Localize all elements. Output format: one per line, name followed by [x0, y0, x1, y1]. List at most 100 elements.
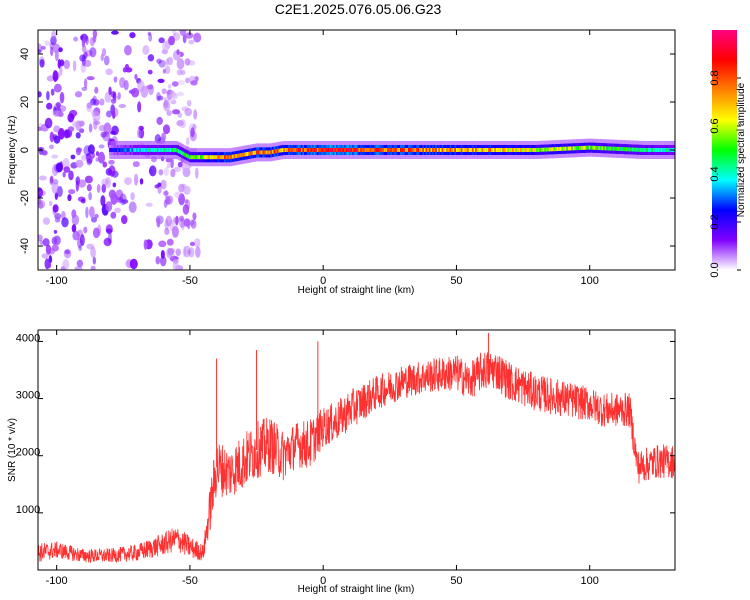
spectrogram-ridge-cell — [431, 148, 435, 152]
spectrogram-noise-cell — [90, 246, 96, 258]
spectrogram-ridge-cell — [398, 148, 402, 152]
spectrogram-ridge-cell — [220, 155, 224, 160]
spectrogram-ridge-cell — [251, 151, 255, 156]
spectrogram-ridge-cell — [377, 148, 381, 152]
spectrogram-noise-cell — [90, 265, 96, 270]
spectrogram-ridge-cell — [614, 146, 618, 151]
spectrogram-noise-cell — [132, 161, 140, 168]
spectrogram-ridge-cell — [126, 148, 130, 152]
spectrogram-ridge-cell — [497, 148, 501, 152]
spectrogram-ridge-cell — [161, 148, 165, 152]
spectrogram-noise-cell — [98, 144, 105, 149]
spectrogram-ridge-cell — [364, 148, 368, 152]
spectrogram-ridge-cell — [268, 150, 272, 155]
spectrogram-ridge-cell — [420, 148, 424, 152]
spectrogram-noise-cell — [74, 266, 83, 270]
spectrogram-ridge-cell — [414, 148, 418, 152]
spectrogram-noise-cell — [164, 196, 171, 205]
spectrogram-noise-cell — [157, 78, 165, 84]
spectrogram-noise-cell — [164, 189, 168, 199]
spectrogram-ridge-cell — [259, 150, 263, 155]
spectrogram-ridge-cell — [243, 152, 247, 157]
spectrogram-noise-cell — [58, 47, 63, 53]
spectrogram-noise-cell — [52, 204, 59, 213]
spectrogram-ridge-cell — [198, 155, 202, 160]
spectrogram-ridge-cell — [150, 148, 154, 152]
spectrogram-ridge-cell — [203, 155, 207, 160]
spectrogram-noise-cell — [79, 234, 85, 247]
spectrogram-noise-cell — [72, 230, 80, 241]
spectrogram-ridge-cell — [567, 146, 571, 151]
spectrogram-ridge-cell — [256, 150, 260, 155]
spectrogram-ridge-cell — [542, 147, 546, 152]
spectrogram-noise-cell — [148, 33, 153, 42]
spectrogram-ridge-cell — [272, 149, 276, 154]
spectrogram-ridge-cell — [564, 146, 568, 151]
spectrogram-ridge-cell — [540, 147, 544, 152]
spectrogram-noise-cell — [91, 216, 98, 223]
spectrogram-ridge-cell — [463, 148, 467, 152]
spectrogram-noise-cell — [72, 60, 77, 72]
spectrogram-noise-cell — [86, 102, 92, 109]
spectrogram-noise-cell — [78, 179, 87, 188]
spectrogram-ridge-cell — [305, 148, 309, 152]
spectrogram-noise-cell — [185, 32, 194, 39]
spectrogram-noise-cell — [100, 195, 106, 207]
spectrogram-ridge-cell — [495, 148, 499, 152]
spectrogram-ridge-cell — [270, 150, 274, 155]
spectrogram-ridge-cell — [628, 147, 632, 152]
spectrogram-ridge-cell — [443, 148, 447, 152]
spectrogram-ridge-cell — [249, 151, 253, 156]
spectrogram-noise-cell — [158, 240, 167, 248]
spectrogram-ridge-cell — [655, 148, 659, 152]
spectrogram-ridge-cell — [120, 148, 124, 152]
spectrogram-ridge-cell — [185, 153, 189, 158]
spectrogram-noise-cell — [38, 200, 46, 209]
spectrogram-ridge-cell — [550, 147, 554, 152]
spectrogram-noise-cell — [166, 238, 174, 246]
spectrogram-ridge-cell — [196, 155, 200, 160]
spectrogram-ridge-cell — [320, 148, 324, 152]
spectrogram-noise-cell — [98, 124, 106, 132]
snr-x-tick-label: 50 — [450, 575, 462, 587]
spectrogram-ridge-cell — [275, 149, 279, 154]
spectrogram-noise-cell — [176, 69, 183, 76]
spectrogram-noise-cell — [187, 249, 191, 255]
spectrogram-ridge-cell — [537, 147, 541, 152]
spectrogram-noise-cell — [166, 247, 173, 259]
spectrogram-ridge-cell — [502, 148, 506, 152]
spectrogram-ridge-cell — [326, 148, 330, 152]
spectrogram-noise-cell — [147, 69, 153, 75]
spectrogram-noise-cell — [176, 49, 180, 55]
spectrogram-ridge-cell — [446, 148, 450, 152]
spectrogram-noise-cell — [170, 168, 176, 178]
spectrogram-noise-cell — [86, 76, 95, 81]
spectrogram-noise-cell — [92, 227, 100, 239]
spectrogram-ridge-cell — [257, 150, 261, 155]
spectrogram-ridge-cell — [483, 148, 487, 152]
spectrogram-ridge-cell — [663, 148, 667, 152]
spectrogram-ridge-cell — [254, 150, 258, 155]
spectrogram-noise-cell — [54, 217, 61, 223]
spectrogram-noise-cell — [103, 237, 112, 247]
spectrogram-ridge-cell — [232, 154, 236, 159]
spectrogram-ridge-cell — [585, 145, 589, 150]
spectrogram-ridge-cell — [179, 150, 183, 155]
spectrogram-noise-cell — [128, 201, 137, 213]
spectrogram-noise-cell — [85, 206, 89, 219]
spectrogram-noise-cell — [161, 88, 167, 95]
spectrogram-ridge-cell — [360, 148, 364, 152]
spectrogram-ridge-cell — [155, 148, 159, 152]
spectrogram-ridge-cell — [419, 148, 423, 152]
spectrogram-ridge-cell — [238, 153, 242, 158]
spectrogram-noise-cell — [195, 246, 201, 258]
spectrogram-noise-cell — [71, 224, 77, 233]
spectrogram-ridge-cell — [124, 148, 128, 152]
spectrogram-ridge-cell — [118, 148, 122, 152]
spectrogram-ridge-cell — [396, 148, 400, 152]
spectrogram-ridge-cell — [300, 148, 304, 152]
spectrogram-ridge-cell — [515, 148, 519, 152]
spectrogram-ridge-cell — [400, 148, 404, 152]
spectrogram-noise-cell — [63, 248, 72, 259]
spectrogram-noise-cell — [89, 36, 95, 47]
